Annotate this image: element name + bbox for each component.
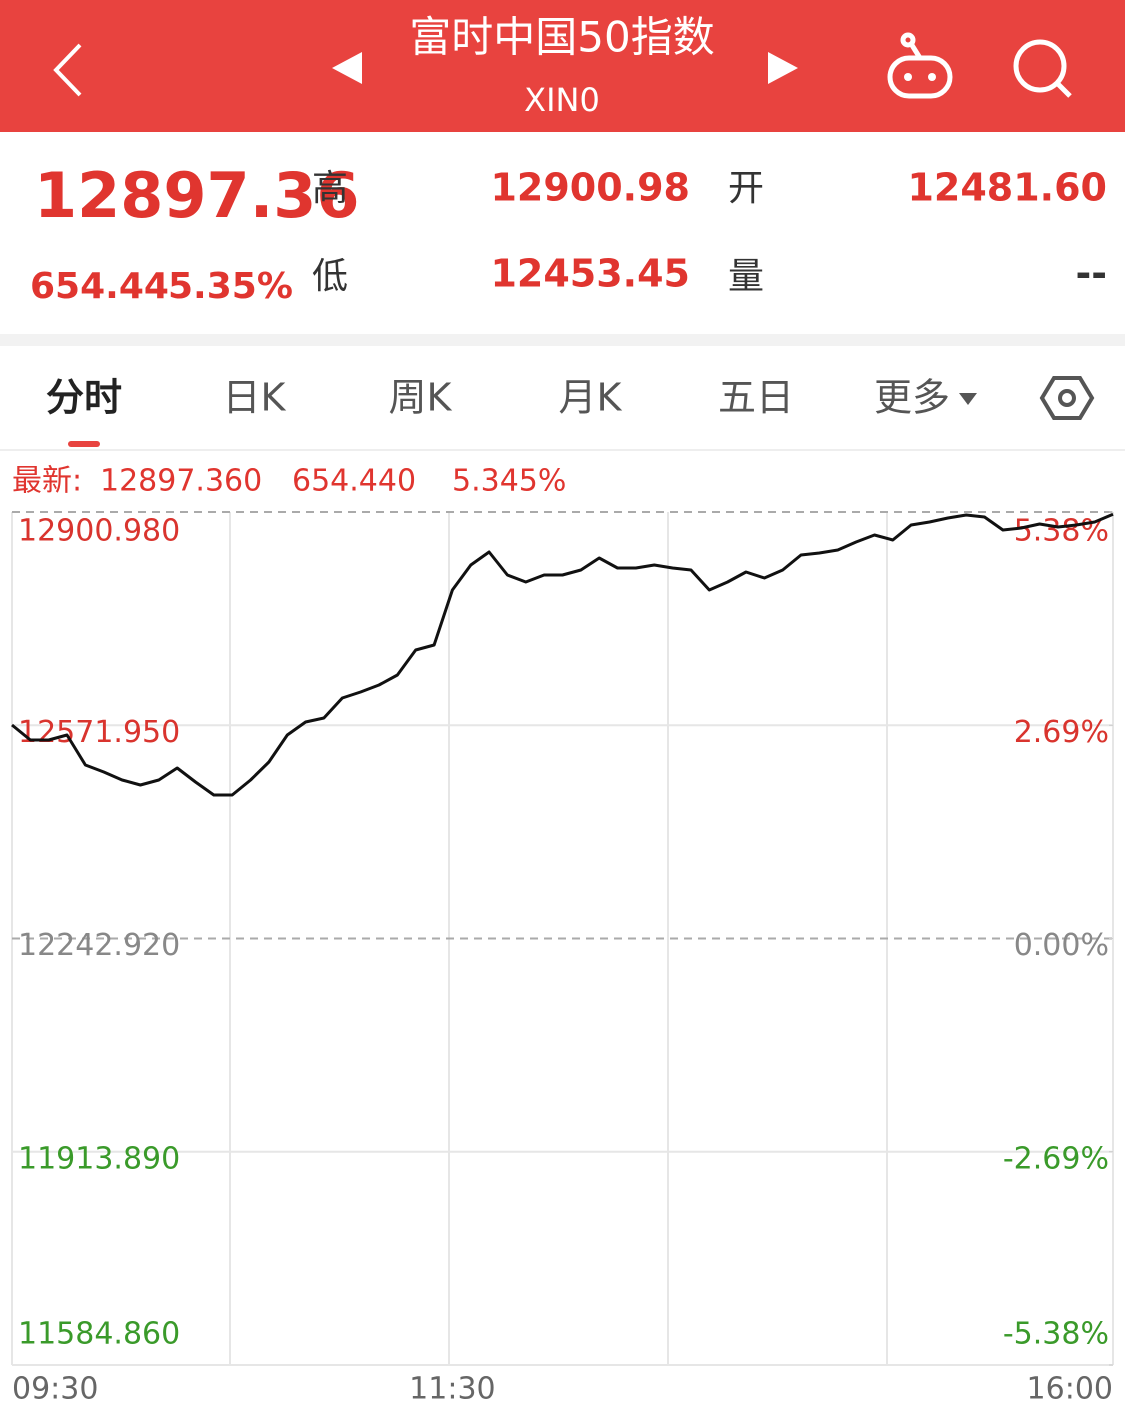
robot-icon[interactable] [887,32,953,99]
tab-indicator [68,441,100,447]
settings-icon[interactable] [1039,376,1095,420]
tab[interactable]: 分时 [46,376,122,420]
change: 654.44 [30,266,169,307]
x-tick-label: 11:30 [409,1372,495,1407]
latest-label: 最新: [12,464,82,499]
y-tick-label: 12571.950 [18,715,180,750]
y-tick-label: 12242.920 [18,928,180,963]
field-label: 高 [312,168,348,209]
field-value: 12481.60 [907,166,1107,210]
y-tick-label: 11913.890 [18,1141,180,1176]
tab[interactable]: 五日 [718,376,794,420]
search-icon[interactable] [1013,39,1072,98]
field-label: 量 [728,256,764,297]
field-value: 12453.45 [490,252,690,296]
field-label: 低 [312,256,348,297]
field-value: -- [1075,252,1107,296]
robot-eye [904,73,912,81]
field-value: 12900.98 [490,166,690,210]
title: 富时中国50指数 [409,13,714,62]
more-arrow [959,393,977,405]
y2-tick-label: -5.38% [1003,1317,1109,1352]
x-tick-label: 09:30 [12,1372,98,1407]
y-tick-label: 12900.980 [18,514,180,549]
tab[interactable]: 周K [389,376,453,420]
prev-button[interactable] [332,52,362,84]
field-label: 开 [728,168,764,209]
next-button[interactable] [768,52,798,84]
y-tick-label: 11584.860 [18,1317,180,1352]
y2-tick-label: -2.69% [1003,1141,1109,1176]
tab[interactable]: 日K [223,376,287,420]
x-tick-label: 16:00 [1027,1372,1113,1407]
latest-pct: 5.345% [452,464,566,499]
divider [0,334,1125,346]
subtitle: XIN0 [524,81,600,119]
price: 12897.36 [34,159,360,232]
tabs: 分时 日K 周K 月K 五日 更多 [46,376,950,420]
latest-price: 12897.360 [100,464,262,499]
y2-tick-label: 2.69% [1014,715,1109,750]
tab[interactable]: 月K [559,376,623,420]
y2-tick-label: 5.38% [1014,514,1109,549]
latest-change: 654.440 [292,464,416,499]
change-pct: 5.35% [168,266,293,307]
y2-tick-label: 0.00% [1014,928,1109,963]
back-button[interactable] [53,43,82,97]
top-bar [0,0,1125,132]
robot-eye [928,73,936,81]
tab[interactable]: 更多 [874,376,950,420]
chart: 12900.980 12571.950 12242.920 11913.890 1158… [11,511,1114,1407]
price-line [11,512,1114,797]
